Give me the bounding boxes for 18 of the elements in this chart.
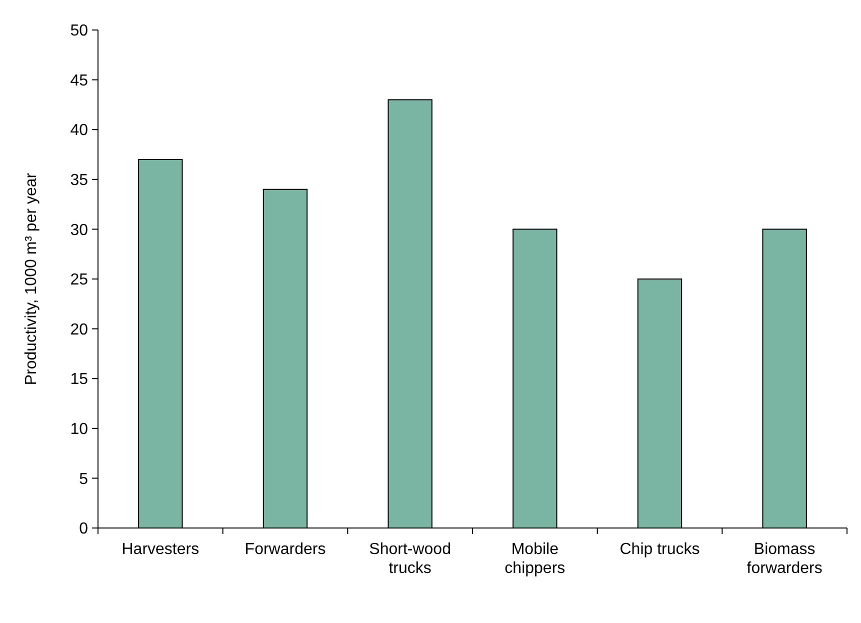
y-tick-label: 10 bbox=[70, 421, 88, 438]
y-tick-label: 40 bbox=[70, 122, 88, 140]
x-tick-label: Forwarders bbox=[244, 541, 326, 558]
y-tick-label: 20 bbox=[70, 321, 88, 338]
y-tick-label: 35 bbox=[70, 172, 88, 189]
y-tick-label: 15 bbox=[70, 371, 88, 388]
y-tick-label: 30 bbox=[70, 222, 88, 239]
y-tick-label: 5 bbox=[79, 470, 88, 488]
y-axis-title: Productivity, 1000 m³ per year bbox=[23, 172, 40, 386]
x-tick-label: Mobile chippers bbox=[504, 541, 566, 577]
x-tick-label: Biomass forwarders bbox=[746, 541, 822, 577]
y-tick-label: 50 bbox=[70, 22, 88, 40]
x-tick-label: Harvesters bbox=[122, 541, 200, 558]
x-tick-label: Chip trucks bbox=[620, 541, 700, 558]
y-tick-label: 25 bbox=[70, 272, 88, 289]
x-tick-label: Short-wood trucks bbox=[369, 541, 451, 577]
y-tick-label: 0 bbox=[79, 520, 88, 538]
y-tick-label: 45 bbox=[70, 72, 88, 90]
